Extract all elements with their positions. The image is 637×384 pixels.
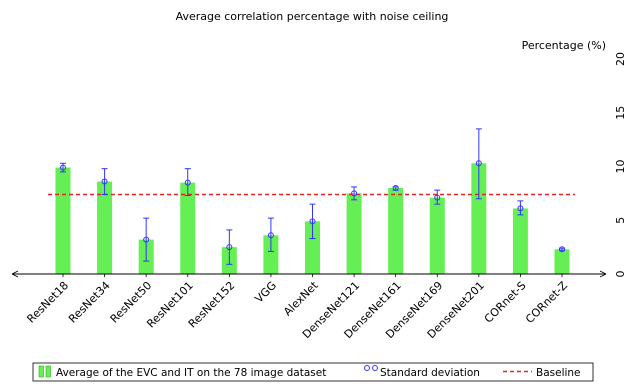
y-tick-label: 10 (614, 160, 627, 174)
mean-marker (309, 218, 316, 225)
x-tick-label: CORnet-Z (523, 279, 570, 326)
x-axis-arrow-left (11, 270, 19, 278)
mean-marker (392, 185, 399, 191)
legend-error-marker (372, 365, 378, 371)
legend-series-label: Average of the EVC and IT on the 78 imag… (56, 367, 326, 379)
bar (55, 167, 71, 274)
mean-marker (517, 205, 524, 212)
x-tick-label: ResNet34 (66, 279, 113, 326)
mean-marker (475, 160, 482, 167)
legend-error-marker (364, 365, 370, 371)
x-tick-label: CORnet-S (482, 279, 529, 326)
chart-title: Average correlation percentage with nois… (176, 10, 449, 23)
mean-marker (101, 178, 108, 185)
legend: Average of the EVC and IT on the 78 imag… (32, 362, 594, 382)
bar (305, 221, 320, 274)
legend-bar-swatch (45, 365, 51, 378)
bar (471, 163, 487, 274)
bar (429, 197, 445, 274)
bar (263, 235, 279, 274)
mean-marker (559, 246, 565, 253)
mean-marker (434, 194, 441, 201)
bar (512, 208, 528, 274)
bar (346, 193, 362, 274)
y-tick-label: 5 (614, 217, 627, 224)
x-tick-label: AlexNet (281, 278, 321, 318)
mean-marker (143, 236, 150, 243)
x-tick-label: ResNet18 (24, 279, 71, 326)
mean-marker (184, 179, 191, 186)
y-tick-label: 0 (614, 271, 627, 278)
mean-marker (351, 190, 358, 197)
mean-marker (226, 244, 233, 251)
x-tick-label: VGG (252, 279, 279, 306)
bar (97, 181, 113, 274)
bar (554, 249, 570, 274)
legend-baseline-label: Baseline (536, 367, 581, 379)
y-tick-label: 15 (614, 106, 627, 120)
bar (388, 188, 404, 274)
y-axis-label: Percentage (%) (522, 39, 606, 52)
y-tick-label: 20 (614, 52, 627, 66)
mean-marker (267, 232, 274, 239)
x-axis-arrow-right (599, 270, 607, 278)
legend-frame (32, 362, 594, 382)
bar (180, 182, 196, 274)
legend-error-label: Standard deviation (380, 367, 480, 379)
mean-marker (60, 164, 66, 171)
plot-area: ResNet18ResNet34ResNet50ResNet101ResNet1… (11, 52, 627, 341)
legend-bar-swatch (38, 365, 44, 378)
